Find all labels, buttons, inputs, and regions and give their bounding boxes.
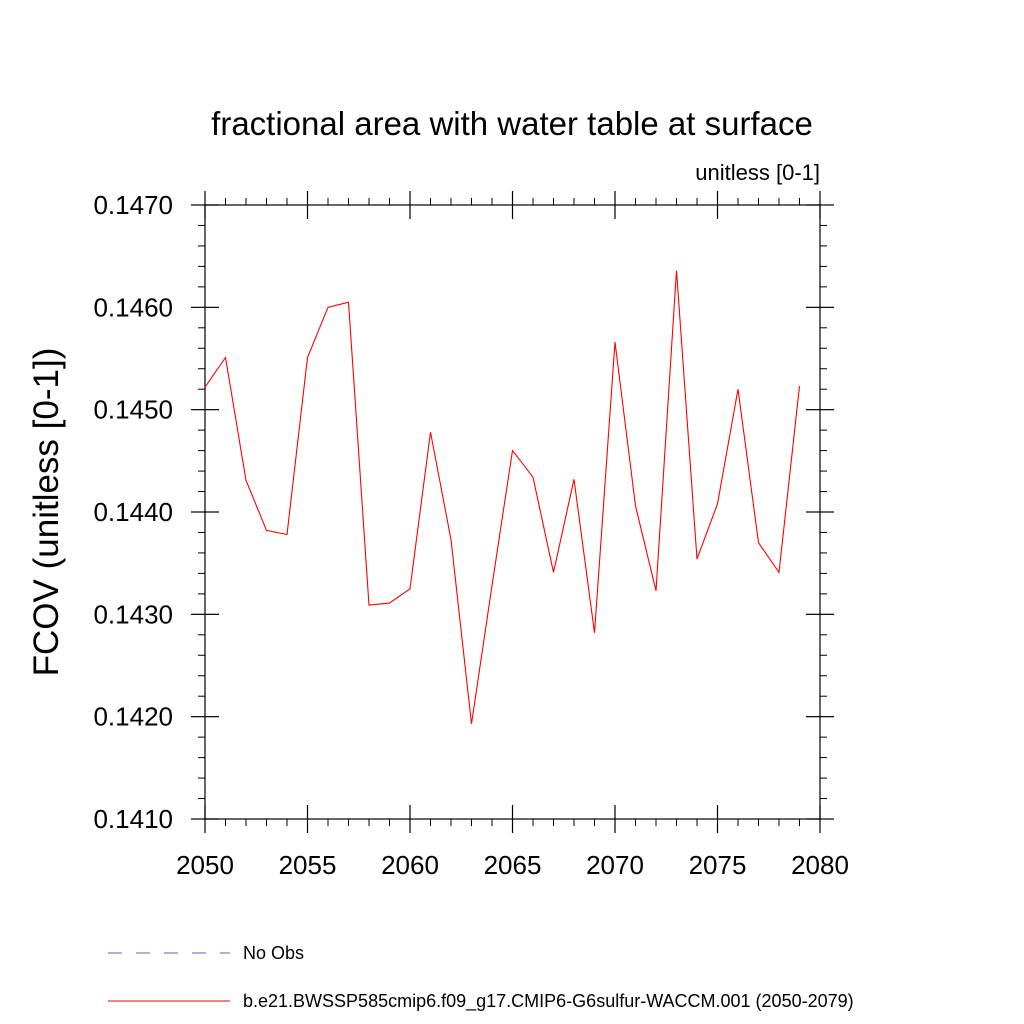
y-axis-label: FCOV (unitless [0-1]) <box>27 348 66 677</box>
y-tick-labels: 0.1410 0.1420 0.1430 0.1440 0.1450 0.1460 0.14… <box>93 190 173 834</box>
legend-label-no-obs: No Obs <box>243 943 304 963</box>
y-tick-label: 0.1470 <box>93 190 173 220</box>
series-group <box>204 270 801 724</box>
chart-subtitle: unitless [0-1] <box>695 160 820 185</box>
major-ticks <box>191 191 834 833</box>
x-tick-label: 2065 <box>484 850 542 880</box>
y-tick-label: 0.1420 <box>93 702 173 732</box>
y-tick-label: 0.1440 <box>93 497 173 527</box>
y-tick-label: 0.1450 <box>93 395 173 425</box>
series-line-0 <box>204 270 801 724</box>
x-tick-label: 2070 <box>586 850 644 880</box>
x-tick-label: 2055 <box>279 850 337 880</box>
chart-title: fractional area with water table at surf… <box>211 105 813 142</box>
legend: No Obs b.e21.BWSSP585cmip6.f09_g17.CMIP6… <box>108 943 854 1012</box>
x-tick-label: 2050 <box>176 850 234 880</box>
plot-frame <box>204 204 821 820</box>
y-tick-label: 0.1460 <box>93 292 173 322</box>
x-tick-label: 2080 <box>791 850 849 880</box>
x-tick-labels: 2050 2055 2060 2065 2070 2075 2080 <box>176 850 849 880</box>
y-tick-label: 0.1430 <box>93 599 173 629</box>
y-tick-label: 0.1410 <box>93 804 173 834</box>
minor-ticks <box>198 198 827 826</box>
legend-label-series: b.e21.BWSSP585cmip6.f09_g17.CMIP6-G6sulf… <box>243 991 854 1012</box>
x-tick-label: 2060 <box>381 850 439 880</box>
x-tick-label: 2075 <box>689 850 747 880</box>
